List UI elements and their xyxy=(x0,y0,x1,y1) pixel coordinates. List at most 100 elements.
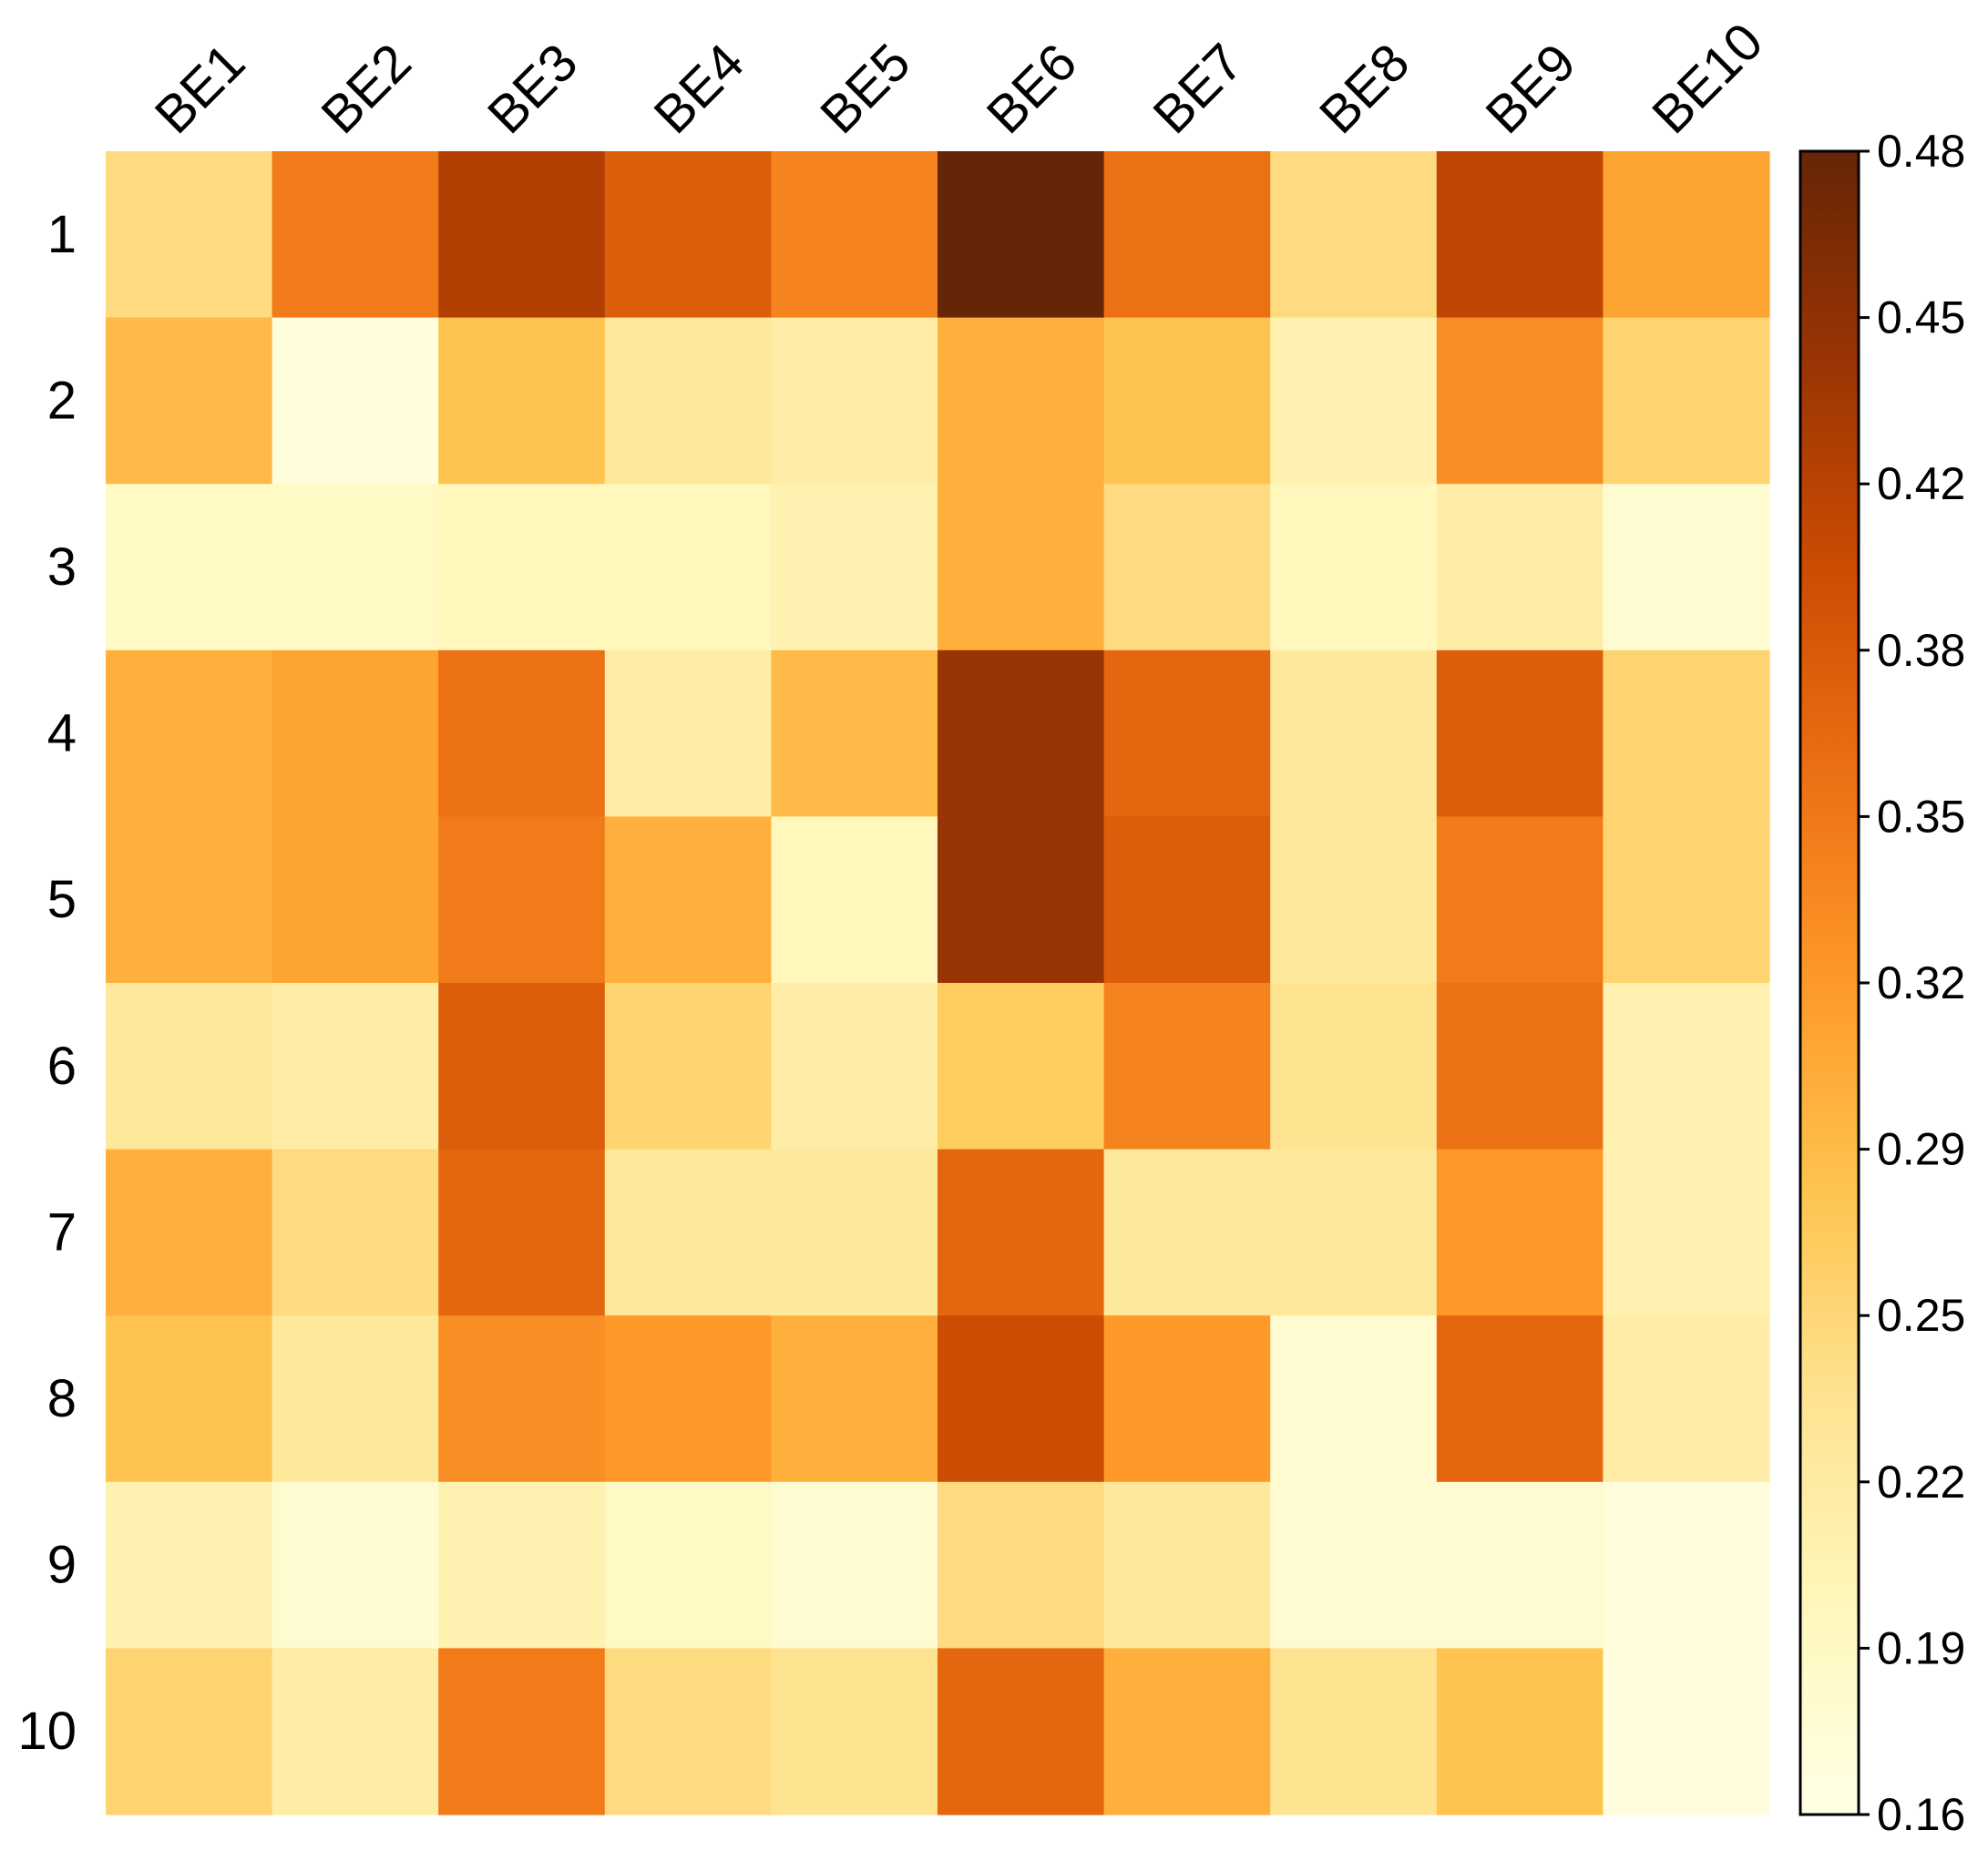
colorbar-tick-label: 0.38 xyxy=(1877,625,1965,676)
colorbar-tick-label: 0.35 xyxy=(1877,791,1965,842)
heatmap-cell-r6-BE7 xyxy=(1103,983,1271,1150)
heatmap-cell-r10-BE7 xyxy=(1103,1648,1271,1815)
column-label-BE10: BE10 xyxy=(1641,12,1774,145)
heatmap-cell-r5-BE4 xyxy=(604,816,772,984)
heatmap-cell-r10-BE4 xyxy=(604,1648,772,1815)
heatmap-cell-r8-BE7 xyxy=(1103,1315,1271,1483)
colorbar-legend: 0.48 0.45 0.42 0.38 0.35 0.32 0.29 0.25 0.22 0.19… xyxy=(1798,126,1965,1840)
heatmap-cell-r8-BE10 xyxy=(1603,1315,1770,1483)
heatmap-cell-r7-BE6 xyxy=(938,1149,1105,1316)
heatmap-cell-r9-BE1 xyxy=(106,1481,273,1649)
heatmap-cell-r1-BE7 xyxy=(1103,151,1271,319)
heatmap-cell-r9-BE8 xyxy=(1270,1481,1438,1649)
heatmap-cell-r1-BE3 xyxy=(438,151,606,319)
heatmap-cell-r3-BE10 xyxy=(1603,484,1770,651)
heatmap-cell-r7-BE4 xyxy=(604,1149,772,1316)
row-label-7: 7 xyxy=(47,1202,77,1262)
colorbar-tick-label: 0.16 xyxy=(1877,1789,1965,1840)
heatmap-cell-r8-BE9 xyxy=(1436,1315,1604,1483)
heatmap-cell-r7-BE9 xyxy=(1436,1149,1604,1316)
heatmap-cell-r5-BE10 xyxy=(1603,816,1770,984)
column-label-BE3: BE3 xyxy=(477,33,589,145)
heatmap-cell-r5-BE2 xyxy=(272,816,439,984)
colorbar-tick-label: 0.45 xyxy=(1877,292,1965,343)
heatmap-cell-r3-BE3 xyxy=(438,484,606,651)
heatmap-cell-r3-BE6 xyxy=(938,484,1105,651)
heatmap-cell-r9-BE10 xyxy=(1603,1481,1770,1649)
heatmap-cell-r10-BE1 xyxy=(106,1648,273,1815)
row-label-1: 1 xyxy=(47,205,77,264)
heatmap-cell-r10-BE2 xyxy=(272,1648,439,1815)
heatmap-cell-r1-BE4 xyxy=(604,151,772,319)
heatmap-cell-r2-BE1 xyxy=(106,317,273,485)
heatmap-cell-r3-BE8 xyxy=(1270,484,1438,651)
column-labels: BE1 BE2 BE3 BE4 BE5 BE6 BE7 BE8 BE9 BE10 xyxy=(144,12,1775,145)
heatmap-cell-r1-BE9 xyxy=(1436,151,1604,319)
heatmap-cell-r4-BE4 xyxy=(604,649,772,817)
heatmap-cell-r7-BE2 xyxy=(272,1149,439,1316)
heatmap-cell-r5-BE5 xyxy=(771,816,938,984)
heatmap-cell-r9-BE9 xyxy=(1436,1481,1604,1649)
heatmap-cell-r6-BE6 xyxy=(938,983,1105,1150)
column-label-BE2: BE2 xyxy=(310,33,422,145)
heatmap-cell-r7-BE7 xyxy=(1103,1149,1271,1316)
heatmap-cell-r2-BE5 xyxy=(771,317,938,485)
row-label-4: 4 xyxy=(47,704,77,763)
colorbar-tick-label: 0.32 xyxy=(1877,957,1965,1008)
heatmap-cell-r9-BE3 xyxy=(438,1481,606,1649)
heatmap-cell-r4-BE6 xyxy=(938,649,1105,817)
heatmap-cell-r7-BE8 xyxy=(1270,1149,1438,1316)
colorbar-tick-label: 0.29 xyxy=(1877,1124,1965,1175)
column-label-BE8: BE8 xyxy=(1308,33,1420,145)
heatmap-cell-r9-BE6 xyxy=(938,1481,1105,1649)
heatmap-cell-r2-BE4 xyxy=(604,317,772,485)
heatmap-cell-r1-BE1 xyxy=(106,151,273,319)
column-label-BE7: BE7 xyxy=(1142,33,1254,145)
heatmap-cell-r4-BE2 xyxy=(272,649,439,817)
heatmap-cell-r1-BE8 xyxy=(1270,151,1438,319)
row-label-9: 9 xyxy=(47,1536,77,1595)
column-label-BE9: BE9 xyxy=(1475,33,1587,145)
heatmap-cell-r9-BE4 xyxy=(604,1481,772,1649)
colorbar-tick-label: 0.42 xyxy=(1877,458,1965,509)
column-label-BE6: BE6 xyxy=(976,33,1088,145)
heatmap-cell-r5-BE1 xyxy=(106,816,273,984)
row-label-2: 2 xyxy=(47,371,77,430)
heatmap-cell-r10-BE9 xyxy=(1436,1648,1604,1815)
heatmap-cell-r7-BE10 xyxy=(1603,1149,1770,1316)
heatmap-cell-r1-BE10 xyxy=(1603,151,1770,319)
colorbar-gradient-bar xyxy=(1798,149,1860,1816)
heatmap-cell-r7-BE3 xyxy=(438,1149,606,1316)
row-label-3: 3 xyxy=(47,537,77,597)
colorbar-tick-label: 0.25 xyxy=(1877,1290,1965,1341)
heatmap-cell-r5-BE9 xyxy=(1436,816,1604,984)
row-label-6: 6 xyxy=(47,1037,77,1096)
heatmap-cell-r9-BE2 xyxy=(272,1481,439,1649)
heatmap-cell-r6-BE8 xyxy=(1270,983,1438,1150)
heatmap-cell-r3-BE7 xyxy=(1103,484,1271,651)
column-label-BE5: BE5 xyxy=(809,33,921,145)
heatmap-cell-r6-BE5 xyxy=(771,983,938,1150)
heatmap-cell-r10-BE5 xyxy=(771,1648,938,1815)
heatmap-cell-r2-BE3 xyxy=(438,317,606,485)
heatmap-cell-r8-BE3 xyxy=(438,1315,606,1483)
heatmap-cell-r10-BE10 xyxy=(1603,1648,1770,1815)
heatmap-cell-r4-BE5 xyxy=(771,649,938,817)
heatmap-cell-r6-BE9 xyxy=(1436,983,1604,1150)
heatmap-cell-r4-BE8 xyxy=(1270,649,1438,817)
heatmap-cell-r3-BE2 xyxy=(272,484,439,651)
heatmap-cell-r6-BE10 xyxy=(1603,983,1770,1150)
heatmap-cell-r8-BE6 xyxy=(938,1315,1105,1483)
colorbar-tick-label: 0.22 xyxy=(1877,1457,1965,1508)
heatmap-cell-r4-BE1 xyxy=(106,649,273,817)
heatmap-cell-r9-BE5 xyxy=(771,1481,938,1649)
heatmap-cell-r3-BE1 xyxy=(106,484,273,651)
heatmap-cell-r8-BE1 xyxy=(106,1315,273,1483)
colorbar-tick-label: 0.48 xyxy=(1877,126,1965,177)
heatmap-cell-r6-BE3 xyxy=(438,983,606,1150)
colorbar-ticks: 0.48 0.45 0.42 0.38 0.35 0.32 0.29 0.25 0.22 0.19… xyxy=(1859,126,1965,1840)
heatmap-cell-r2-BE6 xyxy=(938,317,1105,485)
row-label-8: 8 xyxy=(47,1369,77,1428)
heatmap-cell-r7-BE1 xyxy=(106,1149,273,1316)
